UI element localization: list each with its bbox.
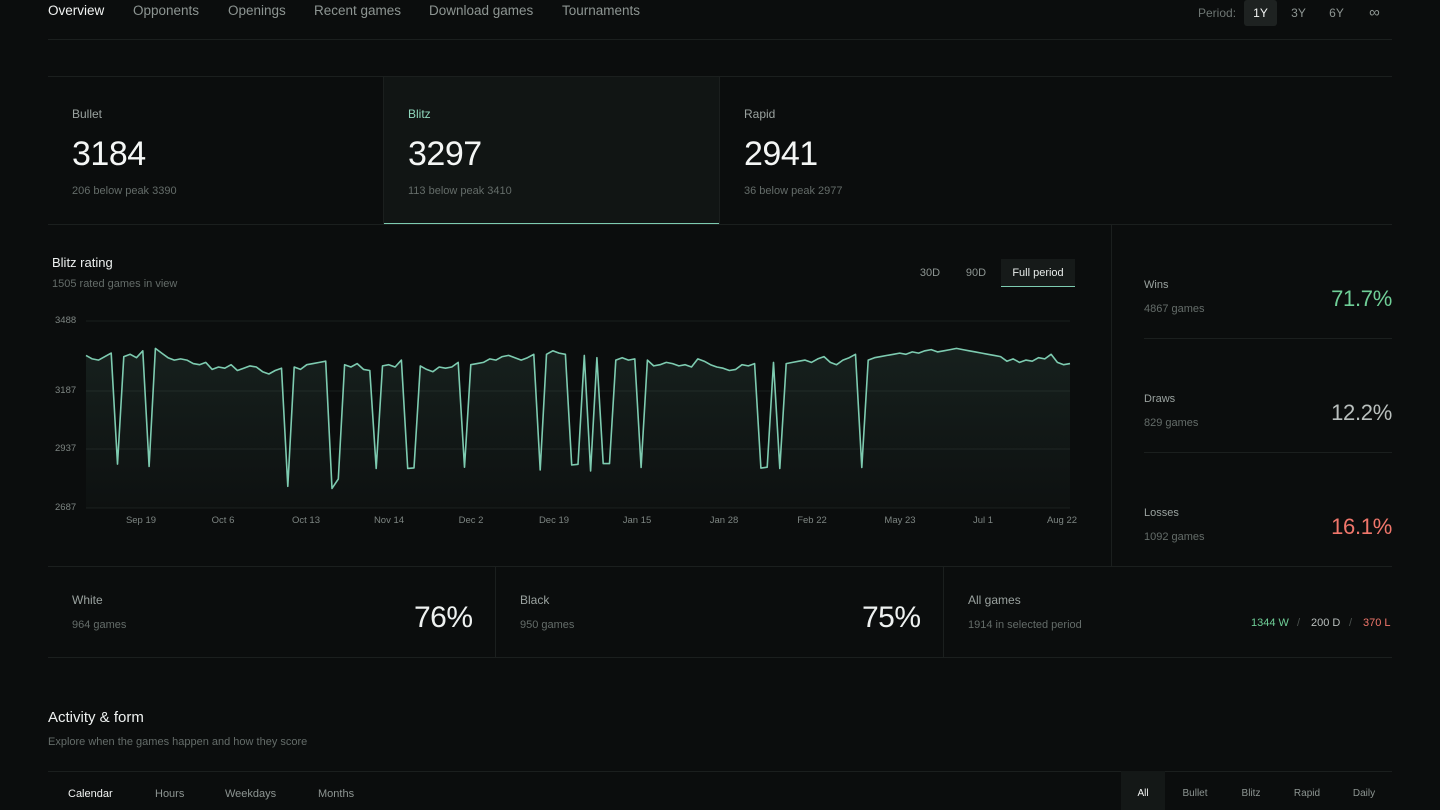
x-tick-label: Feb 22: [797, 515, 827, 526]
losses-count: 370 L: [1363, 617, 1391, 629]
color-games: 1914 in selected period: [968, 619, 1082, 631]
color-games: 964 games: [72, 619, 127, 631]
x-tick-label: Sep 19: [125, 515, 157, 526]
x-tick-label: Dec 19: [538, 515, 570, 526]
stat-value: 12.2%: [1331, 400, 1392, 425]
tab-openings[interactable]: Openings: [228, 3, 286, 18]
x-tick-label: Oct 13: [292, 515, 320, 526]
cards-top-divider: [48, 76, 1392, 77]
stat-games: 1092 games: [1144, 531, 1205, 543]
y-tick-label: 2937: [55, 443, 77, 454]
type-blitz-button[interactable]: Blitz: [1241, 788, 1261, 799]
card-peak: 206 below peak 3390: [72, 185, 177, 197]
color-games: 950 games: [520, 619, 575, 631]
chart-subtitle: 1505 rated games in view: [52, 278, 178, 290]
activity-divider: [48, 771, 1392, 772]
tab-calendar[interactable]: Calendar: [68, 788, 113, 800]
tab-opponents[interactable]: Opponents: [133, 3, 200, 18]
tab-months[interactable]: Months: [318, 788, 355, 800]
stat-games: 829 games: [1144, 417, 1199, 429]
tab-hours[interactable]: Hours: [155, 788, 185, 800]
color-score: 75%: [862, 601, 921, 634]
stat-label: Wins: [1144, 279, 1169, 291]
colors-top-divider: [48, 566, 1392, 567]
x-tick-label: Jul 1: [972, 515, 994, 526]
color-label: All games: [968, 593, 1021, 607]
activity-title: Activity & form: [48, 709, 144, 726]
x-tick-label: Dec 2: [458, 515, 484, 526]
stat-games: 4867 games: [1144, 303, 1205, 315]
period-1y-button[interactable]: 1Y: [1244, 0, 1277, 26]
stat-divider: [1144, 452, 1392, 453]
color-score: 76%: [414, 601, 473, 634]
stat-label: Losses: [1144, 507, 1179, 519]
tab-download-games[interactable]: Download games: [429, 3, 534, 18]
stat-label: Draws: [1144, 393, 1176, 405]
card-label: Rapid: [744, 107, 776, 121]
y-tick-label: 2687: [55, 502, 77, 513]
stat-value: 71.7%: [1331, 286, 1392, 311]
type-daily-button[interactable]: Daily: [1352, 788, 1376, 799]
stat-divider: [1144, 338, 1392, 339]
period-label: Period:: [1198, 6, 1237, 20]
color-label: Black: [520, 593, 550, 607]
wins-count: 1344 W: [1251, 617, 1289, 629]
card-rating: 3297: [408, 135, 482, 173]
card-divider: [719, 77, 720, 224]
period-6y-button[interactable]: 6Y: [1329, 6, 1344, 20]
nav-divider: [48, 39, 1392, 40]
activity-subtitle: Explore when the games happen and how th…: [48, 736, 308, 748]
tab-overview[interactable]: Overview: [48, 3, 105, 18]
cards-bottom-divider: [48, 224, 1392, 225]
card-divider: [383, 77, 384, 224]
range-30d-button[interactable]: 30D: [919, 267, 941, 279]
card-label: Blitz: [408, 107, 431, 121]
rating-area: [86, 348, 1070, 508]
x-tick-label: May 23: [884, 515, 916, 526]
x-tick-label: Oct 6: [211, 515, 235, 526]
separator: /: [1297, 617, 1301, 629]
type-rapid-button[interactable]: Rapid: [1293, 788, 1321, 799]
stat-value: 16.1%: [1331, 514, 1392, 539]
blitz-card-highlight: [383, 77, 719, 224]
y-tick-label: 3488: [55, 315, 77, 326]
range-full-period-button[interactable]: Full period: [1001, 259, 1075, 287]
colors-bottom-divider: [48, 657, 1392, 658]
x-tick-label: Aug 22: [1046, 515, 1078, 526]
range-90d-button[interactable]: 90D: [965, 267, 987, 279]
x-tick-label: Jan 28: [709, 515, 739, 526]
draws-count: 200 D: [1311, 617, 1341, 629]
x-tick-label: Jan 15: [622, 515, 652, 526]
card-rating: 3184: [72, 135, 146, 173]
chart-title: Blitz rating: [52, 255, 113, 270]
period-all-button[interactable]: ∞: [1369, 4, 1380, 21]
type-bullet-button[interactable]: Bullet: [1182, 788, 1208, 799]
type-all-button[interactable]: All: [1137, 788, 1149, 799]
chart-stats-divider: [1111, 225, 1112, 566]
color-divider: [495, 567, 496, 657]
x-tick-label: Nov 14: [373, 515, 405, 526]
card-peak: 36 below peak 2977: [744, 185, 843, 197]
y-tick-label: 3187: [55, 385, 77, 396]
tab-weekdays[interactable]: Weekdays: [225, 788, 277, 800]
rating-line: [85, 347, 1071, 490]
card-peak: 113 below peak 3410: [408, 185, 512, 197]
type-filter-active-bg: [1121, 771, 1165, 810]
tab-recent-games[interactable]: Recent games: [314, 3, 402, 18]
card-rating: 2941: [744, 135, 818, 173]
tab-tournaments[interactable]: Tournaments: [562, 3, 641, 18]
separator: /: [1349, 617, 1353, 629]
color-divider: [943, 567, 944, 657]
period-3y-button[interactable]: 3Y: [1291, 6, 1306, 20]
color-label: White: [72, 593, 103, 607]
card-label: Bullet: [72, 107, 103, 121]
